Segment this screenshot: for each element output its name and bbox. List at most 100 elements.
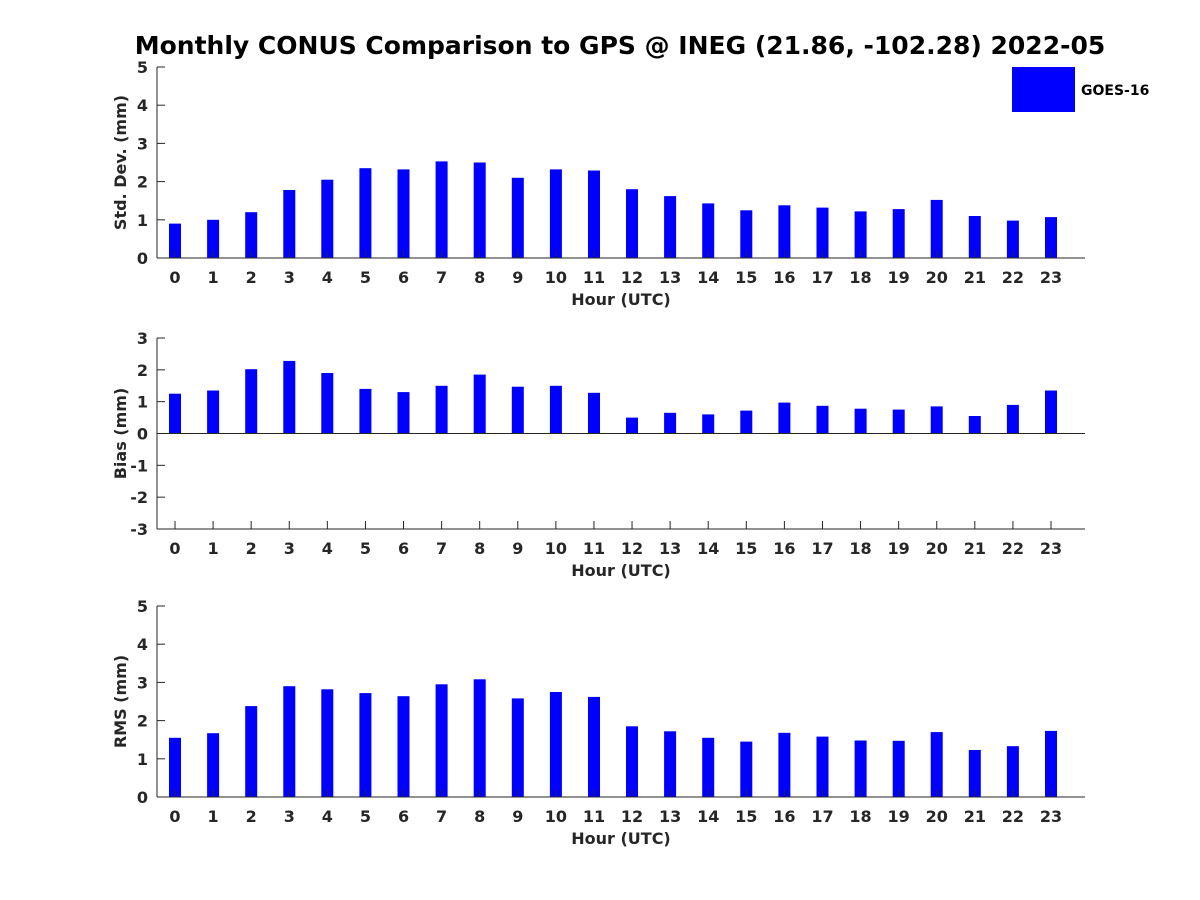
bar-rms-mm-hour-10[interactable]	[549, 692, 562, 797]
bar-std-dev-mm-hour-15[interactable]	[740, 210, 753, 259]
bar-std-dev-mm-hour-4[interactable]	[321, 179, 334, 258]
bar-rms-mm-hour-5[interactable]	[359, 693, 372, 797]
x-tick-label: 15	[735, 268, 757, 287]
bar-std-dev-mm-hour-14[interactable]	[702, 203, 715, 258]
bar-bias-mm-hour-5[interactable]	[359, 388, 372, 434]
x-tick-label: 19	[888, 807, 910, 826]
x-tick-label: 10	[545, 539, 567, 558]
x-tick-label: 7	[436, 268, 447, 287]
bar-bias-mm-hour-7[interactable]	[435, 385, 448, 434]
bar-rms-mm-hour-15[interactable]	[740, 741, 753, 797]
bar-rms-mm-hour-21[interactable]	[968, 750, 981, 797]
x-tick-label: 21	[964, 807, 986, 826]
bar-std-dev-mm-hour-1[interactable]	[207, 219, 220, 258]
bar-bias-mm-hour-16[interactable]	[778, 402, 791, 434]
x-tick-label: 9	[512, 807, 523, 826]
bar-rms-mm-hour-3[interactable]	[283, 686, 296, 797]
bar-bias-mm-hour-14[interactable]	[702, 414, 715, 434]
bar-std-dev-mm-hour-18[interactable]	[854, 211, 867, 258]
bar-bias-mm-hour-1[interactable]	[207, 390, 220, 434]
x-tick-label: 3	[284, 807, 295, 826]
bar-std-dev-mm-hour-20[interactable]	[930, 199, 943, 258]
bar-rms-mm-hour-0[interactable]	[169, 737, 181, 797]
bar-bias-mm-hour-0[interactable]	[169, 393, 181, 434]
bar-bias-mm-hour-4[interactable]	[321, 373, 334, 434]
y-tick-label: 3	[137, 134, 148, 153]
x-tick-label: 22	[1002, 268, 1024, 287]
x-tick-label: 23	[1040, 268, 1062, 287]
bar-bias-mm-hour-12[interactable]	[626, 417, 638, 434]
bar-bias-mm-hour-15[interactable]	[740, 410, 753, 434]
bar-bias-mm-hour-22[interactable]	[1006, 404, 1019, 434]
bar-std-dev-mm-hour-7[interactable]	[435, 161, 448, 258]
bar-std-dev-mm-hour-0[interactable]	[169, 223, 181, 258]
bar-std-dev-mm-hour-19[interactable]	[892, 209, 905, 258]
bar-rms-mm-hour-4[interactable]	[321, 689, 334, 797]
bar-rms-mm-hour-7[interactable]	[435, 684, 448, 797]
bar-std-dev-mm-hour-5[interactable]	[359, 168, 372, 258]
bar-rms-mm-hour-16[interactable]	[778, 732, 791, 797]
x-tick-label: 6	[398, 807, 409, 826]
bar-std-dev-mm-hour-6[interactable]	[397, 169, 410, 258]
bar-std-dev-mm-hour-16[interactable]	[778, 205, 791, 258]
x-tick-label: 3	[284, 539, 295, 558]
y-tick-label: 5	[137, 597, 148, 616]
bar-bias-mm-hour-18[interactable]	[854, 408, 867, 434]
bar-std-dev-mm-hour-22[interactable]	[1006, 220, 1019, 258]
x-tick-label: 6	[398, 539, 409, 558]
bar-rms-mm-hour-14[interactable]	[702, 737, 715, 797]
bar-rms-mm-hour-9[interactable]	[511, 698, 524, 797]
x-tick-label: 18	[849, 539, 871, 558]
bar-bias-mm-hour-9[interactable]	[511, 386, 524, 434]
bar-std-dev-mm-hour-8[interactable]	[473, 162, 486, 259]
bar-std-dev-mm-hour-3[interactable]	[283, 190, 296, 258]
bar-std-dev-mm-hour-9[interactable]	[511, 177, 524, 258]
bar-bias-mm-hour-20[interactable]	[930, 406, 943, 434]
x-tick-label: 0	[169, 268, 180, 287]
x-tick-label: 14	[697, 268, 719, 287]
bar-bias-mm-hour-19[interactable]	[892, 409, 905, 434]
bar-std-dev-mm-hour-12[interactable]	[626, 189, 638, 258]
x-tick-label: 5	[360, 268, 371, 287]
x-tick-label: 16	[773, 807, 795, 826]
x-tick-label: 12	[621, 539, 643, 558]
bar-rms-mm-hour-1[interactable]	[207, 733, 220, 797]
x-tick-label: 4	[322, 268, 333, 287]
bar-std-dev-mm-hour-21[interactable]	[968, 216, 981, 258]
bar-bias-mm-hour-2[interactable]	[245, 369, 258, 434]
bar-std-dev-mm-hour-23[interactable]	[1045, 217, 1057, 258]
bar-bias-mm-hour-13[interactable]	[664, 412, 677, 434]
bar-bias-mm-hour-17[interactable]	[816, 405, 829, 434]
bar-std-dev-mm-hour-17[interactable]	[816, 207, 829, 258]
legend[interactable]: GOES-16	[1012, 67, 1149, 112]
bar-rms-mm-hour-11[interactable]	[588, 696, 600, 797]
bar-std-dev-mm-hour-11[interactable]	[588, 170, 600, 259]
x-tick-label: 17	[811, 807, 833, 826]
bar-bias-mm-hour-10[interactable]	[549, 385, 562, 434]
bar-rms-mm-hour-13[interactable]	[664, 731, 677, 797]
bar-rms-mm-hour-8[interactable]	[473, 679, 486, 797]
bar-bias-mm-hour-21[interactable]	[968, 416, 981, 434]
bar-rms-mm-hour-17[interactable]	[816, 736, 829, 797]
bar-rms-mm-hour-12[interactable]	[626, 726, 638, 797]
bar-rms-mm-hour-22[interactable]	[1006, 746, 1019, 797]
x-tick-label: 21	[964, 268, 986, 287]
bar-rms-mm-hour-18[interactable]	[854, 740, 867, 798]
bar-std-dev-mm-hour-13[interactable]	[664, 196, 677, 258]
bar-rms-mm-hour-6[interactable]	[397, 696, 410, 797]
bar-rms-mm-hour-23[interactable]	[1045, 730, 1057, 797]
bar-bias-mm-hour-11[interactable]	[588, 392, 600, 434]
bar-bias-mm-hour-8[interactable]	[473, 374, 486, 434]
bar-bias-mm-hour-6[interactable]	[397, 392, 410, 434]
bar-bias-mm-hour-23[interactable]	[1045, 390, 1057, 434]
x-tick-label: 4	[322, 807, 333, 826]
bar-rms-mm-hour-20[interactable]	[930, 732, 943, 797]
bar-rms-mm-hour-19[interactable]	[892, 740, 905, 797]
x-tick-label: 0	[169, 539, 180, 558]
bar-rms-mm-hour-2[interactable]	[245, 706, 258, 797]
bar-std-dev-mm-hour-2[interactable]	[245, 212, 258, 258]
bar-std-dev-mm-hour-10[interactable]	[549, 169, 562, 258]
bar-bias-mm-hour-3[interactable]	[283, 360, 296, 434]
x-tick-label: 12	[621, 268, 643, 287]
x-tick-label: 2	[246, 268, 257, 287]
